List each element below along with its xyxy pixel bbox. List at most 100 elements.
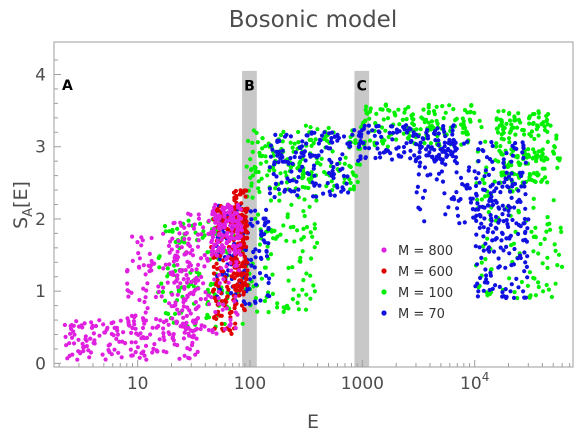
data-point (218, 224, 223, 229)
data-point (211, 271, 217, 276)
data-point (496, 109, 501, 114)
data-point (189, 268, 194, 273)
data-point (522, 269, 527, 274)
legend-marker (381, 289, 387, 295)
data-point (243, 301, 248, 306)
data-point (116, 350, 121, 355)
data-point (240, 321, 245, 326)
data-point (516, 210, 522, 215)
data-point (297, 155, 303, 160)
data-point (488, 184, 493, 189)
data-point (187, 308, 192, 313)
data-point (501, 157, 506, 162)
data-point (221, 277, 226, 282)
data-point (436, 131, 441, 136)
data-point (437, 152, 442, 157)
data-point (314, 194, 319, 199)
data-point (219, 321, 224, 326)
data-point (545, 122, 550, 127)
data-point (288, 156, 293, 161)
legend-label: M = 70 (398, 307, 445, 322)
data-point (160, 289, 165, 295)
data-point (270, 272, 275, 277)
data-point (229, 234, 234, 239)
data-point (375, 146, 380, 151)
data-point (132, 322, 137, 327)
data-point (248, 257, 254, 262)
y-axis-label: SA[E] (10, 181, 36, 229)
data-point (422, 219, 427, 224)
data-point (261, 216, 266, 221)
data-point (418, 146, 423, 151)
data-point (498, 190, 503, 195)
data-point (340, 152, 345, 157)
data-point (187, 236, 192, 241)
data-point (515, 199, 520, 204)
data-point (233, 188, 238, 194)
data-point (142, 321, 147, 326)
x-tick-label: 104 (460, 370, 489, 394)
data-point (256, 179, 261, 184)
data-point (192, 222, 197, 227)
data-point (497, 148, 502, 153)
data-point (510, 153, 515, 158)
data-point (111, 320, 116, 325)
data-point (284, 238, 289, 243)
data-point (137, 297, 142, 303)
data-point (282, 189, 287, 194)
data-point (294, 179, 299, 184)
data-point (249, 183, 254, 188)
data-point (195, 232, 201, 237)
data-point (366, 130, 371, 135)
data-point (481, 248, 486, 253)
data-point (249, 217, 254, 222)
data-point (533, 234, 538, 239)
data-point (527, 132, 532, 137)
data-point (444, 152, 449, 157)
data-point (497, 264, 502, 269)
data-point (229, 207, 234, 212)
data-point (161, 231, 166, 236)
data-point (300, 287, 305, 292)
data-point (348, 187, 353, 192)
data-point (286, 161, 291, 166)
data-point (394, 130, 399, 135)
data-point (240, 238, 246, 243)
data-point (129, 330, 134, 335)
data-point (428, 141, 433, 146)
data-point (249, 263, 254, 268)
data-point (115, 332, 120, 337)
data-point (161, 349, 166, 354)
data-point (528, 293, 533, 298)
data-point (154, 317, 159, 322)
data-point (81, 348, 86, 354)
data-point (531, 155, 536, 161)
data-point (130, 258, 135, 263)
data-point (257, 248, 262, 254)
y-tick-label: 3 (35, 138, 46, 158)
data-point (512, 246, 517, 252)
data-point (140, 325, 146, 331)
data-point (509, 159, 514, 164)
data-point (439, 169, 444, 174)
data-point (181, 277, 186, 282)
data-point (226, 280, 231, 285)
data-point (541, 158, 547, 163)
data-point (503, 265, 508, 270)
data-point (366, 146, 372, 151)
data-point (229, 309, 234, 315)
data-point (129, 290, 134, 295)
data-point (239, 303, 245, 308)
data-point (507, 251, 512, 256)
data-point (226, 287, 231, 292)
data-point (202, 324, 207, 329)
data-point (141, 349, 146, 354)
data-point (522, 184, 527, 189)
data-point (268, 154, 273, 159)
data-point (532, 150, 537, 155)
data-point (254, 282, 259, 287)
data-point (167, 332, 172, 337)
legend-label: M = 100 (398, 286, 453, 301)
data-point (417, 150, 422, 155)
data-point (453, 118, 458, 123)
